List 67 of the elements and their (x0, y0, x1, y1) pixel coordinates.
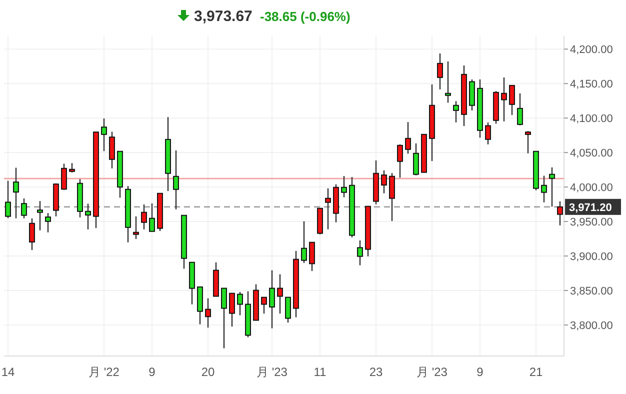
y-tick-label: 4,100.00 (570, 113, 613, 126)
y-tick-label: 3,900.00 (570, 251, 613, 263)
x-tick-label: 月 '23 (256, 365, 288, 379)
candlestick (173, 150, 179, 210)
candlestick (85, 203, 91, 230)
x-tick-label: 20 (201, 365, 215, 379)
candlestick (485, 122, 491, 146)
x-tick-label: 9 (476, 365, 484, 379)
y-tick-label: 3,850.00 (570, 285, 613, 298)
candlestick (277, 274, 283, 314)
x-tick-label: 月 '22 (88, 365, 120, 379)
candlestick (221, 288, 227, 349)
y-tick-label: 4,050.00 (570, 148, 613, 160)
x-tick-label: 21 (529, 365, 543, 379)
candlestick (269, 270, 275, 329)
candlestick (109, 131, 115, 170)
text: -38.65 (-0.96%) (260, 9, 350, 24)
candlestick (37, 200, 43, 231)
y-tick-label: 3,950.00 (570, 216, 613, 229)
candlestick (325, 188, 331, 230)
candlestick (21, 198, 27, 219)
candlestick (69, 162, 75, 174)
candlestick (381, 170, 387, 194)
candlestick (61, 163, 67, 190)
x-tick-label: 11 (314, 365, 327, 379)
candlestick (141, 204, 147, 230)
candlestick (453, 100, 459, 124)
candlestick (149, 202, 155, 232)
candlestick (557, 200, 563, 226)
candlestick (445, 60, 451, 104)
candlestick (405, 121, 411, 154)
candlestick (13, 167, 19, 219)
x-tick-label: 14 (1, 365, 15, 379)
ref-line-label: 3,971.20 (569, 202, 612, 214)
candlestick (309, 242, 315, 272)
candlestick (469, 78, 475, 112)
candlestick (45, 212, 51, 233)
candlestick (341, 175, 347, 198)
candlestick (501, 76, 507, 122)
candlestick (101, 118, 107, 152)
candlestick (413, 142, 419, 176)
candlestick (285, 296, 291, 324)
candlestick (237, 291, 243, 316)
candlestick (509, 84, 515, 116)
x-tick-label: 23 (369, 365, 383, 379)
y-tick-label: 3,800.00 (570, 320, 613, 332)
chart-subtitle: 3,973.67 (194, 8, 252, 25)
candlestick (261, 296, 267, 314)
candlestick (133, 216, 139, 240)
y-tick-label: 4,000.00 (570, 182, 613, 194)
x-tick-label: 月 '23 (416, 365, 448, 379)
candlestick (437, 52, 443, 90)
candlestick (397, 144, 403, 178)
candlestick (541, 175, 547, 203)
candlestick (389, 172, 395, 222)
candlestick (517, 92, 523, 126)
candlestick (549, 166, 555, 208)
x-tick-label: 9 (148, 365, 156, 379)
y-tick-label: 4,200.00 (570, 44, 613, 56)
candlestick (357, 240, 363, 266)
candlestick (229, 292, 235, 328)
candlestick (525, 130, 531, 154)
candlestick (5, 180, 11, 219)
candlestick (29, 218, 35, 251)
y-tick-label: 4,150.00 (570, 78, 613, 91)
candlestick (301, 220, 307, 264)
candlestick (205, 298, 211, 328)
